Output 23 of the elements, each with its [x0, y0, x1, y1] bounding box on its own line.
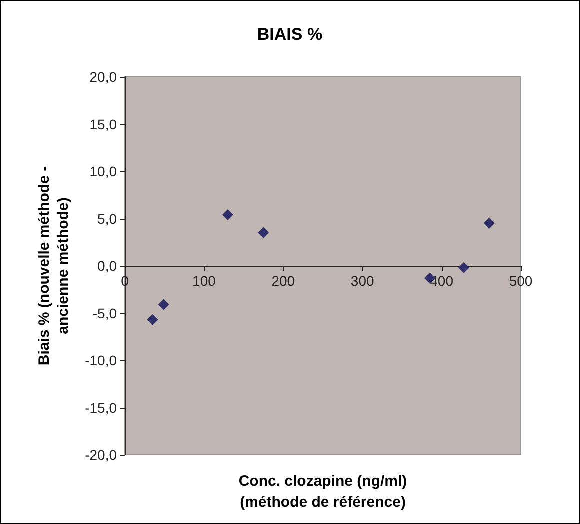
y-tick-label: 0,0 — [98, 258, 118, 274]
point — [158, 299, 170, 310]
y-tick-label: 5,0 — [98, 210, 118, 227]
point — [458, 262, 470, 274]
x-tick-label: 300 — [350, 273, 374, 289]
y-tick-label: 10,0 — [90, 164, 118, 180]
x-tick-label: 500 — [509, 273, 533, 289]
x-axis-title: Conc. clozapine (ng/ml) (méthode de référence) — [238, 473, 408, 511]
y-tick-label: -20,0 — [85, 447, 118, 463]
x-tick-label: 200 — [272, 273, 296, 289]
x-tick-label: 400 — [430, 273, 454, 289]
y-tick-label: 15,0 — [90, 116, 118, 132]
y-tick-label: -5,0 — [92, 305, 118, 322]
chart-title: BIAIS % — [257, 25, 323, 44]
point — [258, 227, 270, 238]
x-tick-label: 100 — [192, 273, 216, 289]
point — [484, 218, 495, 229]
y-tick-label: -15,0 — [85, 400, 118, 416]
y-tick-label: -10,0 — [85, 352, 118, 368]
y-tick-label: 20,0 — [90, 69, 118, 85]
y-axis-title: Biais % (nouvelle méthode - ancienne méthode) — [36, 166, 72, 366]
point — [147, 314, 158, 326]
point — [222, 209, 234, 220]
